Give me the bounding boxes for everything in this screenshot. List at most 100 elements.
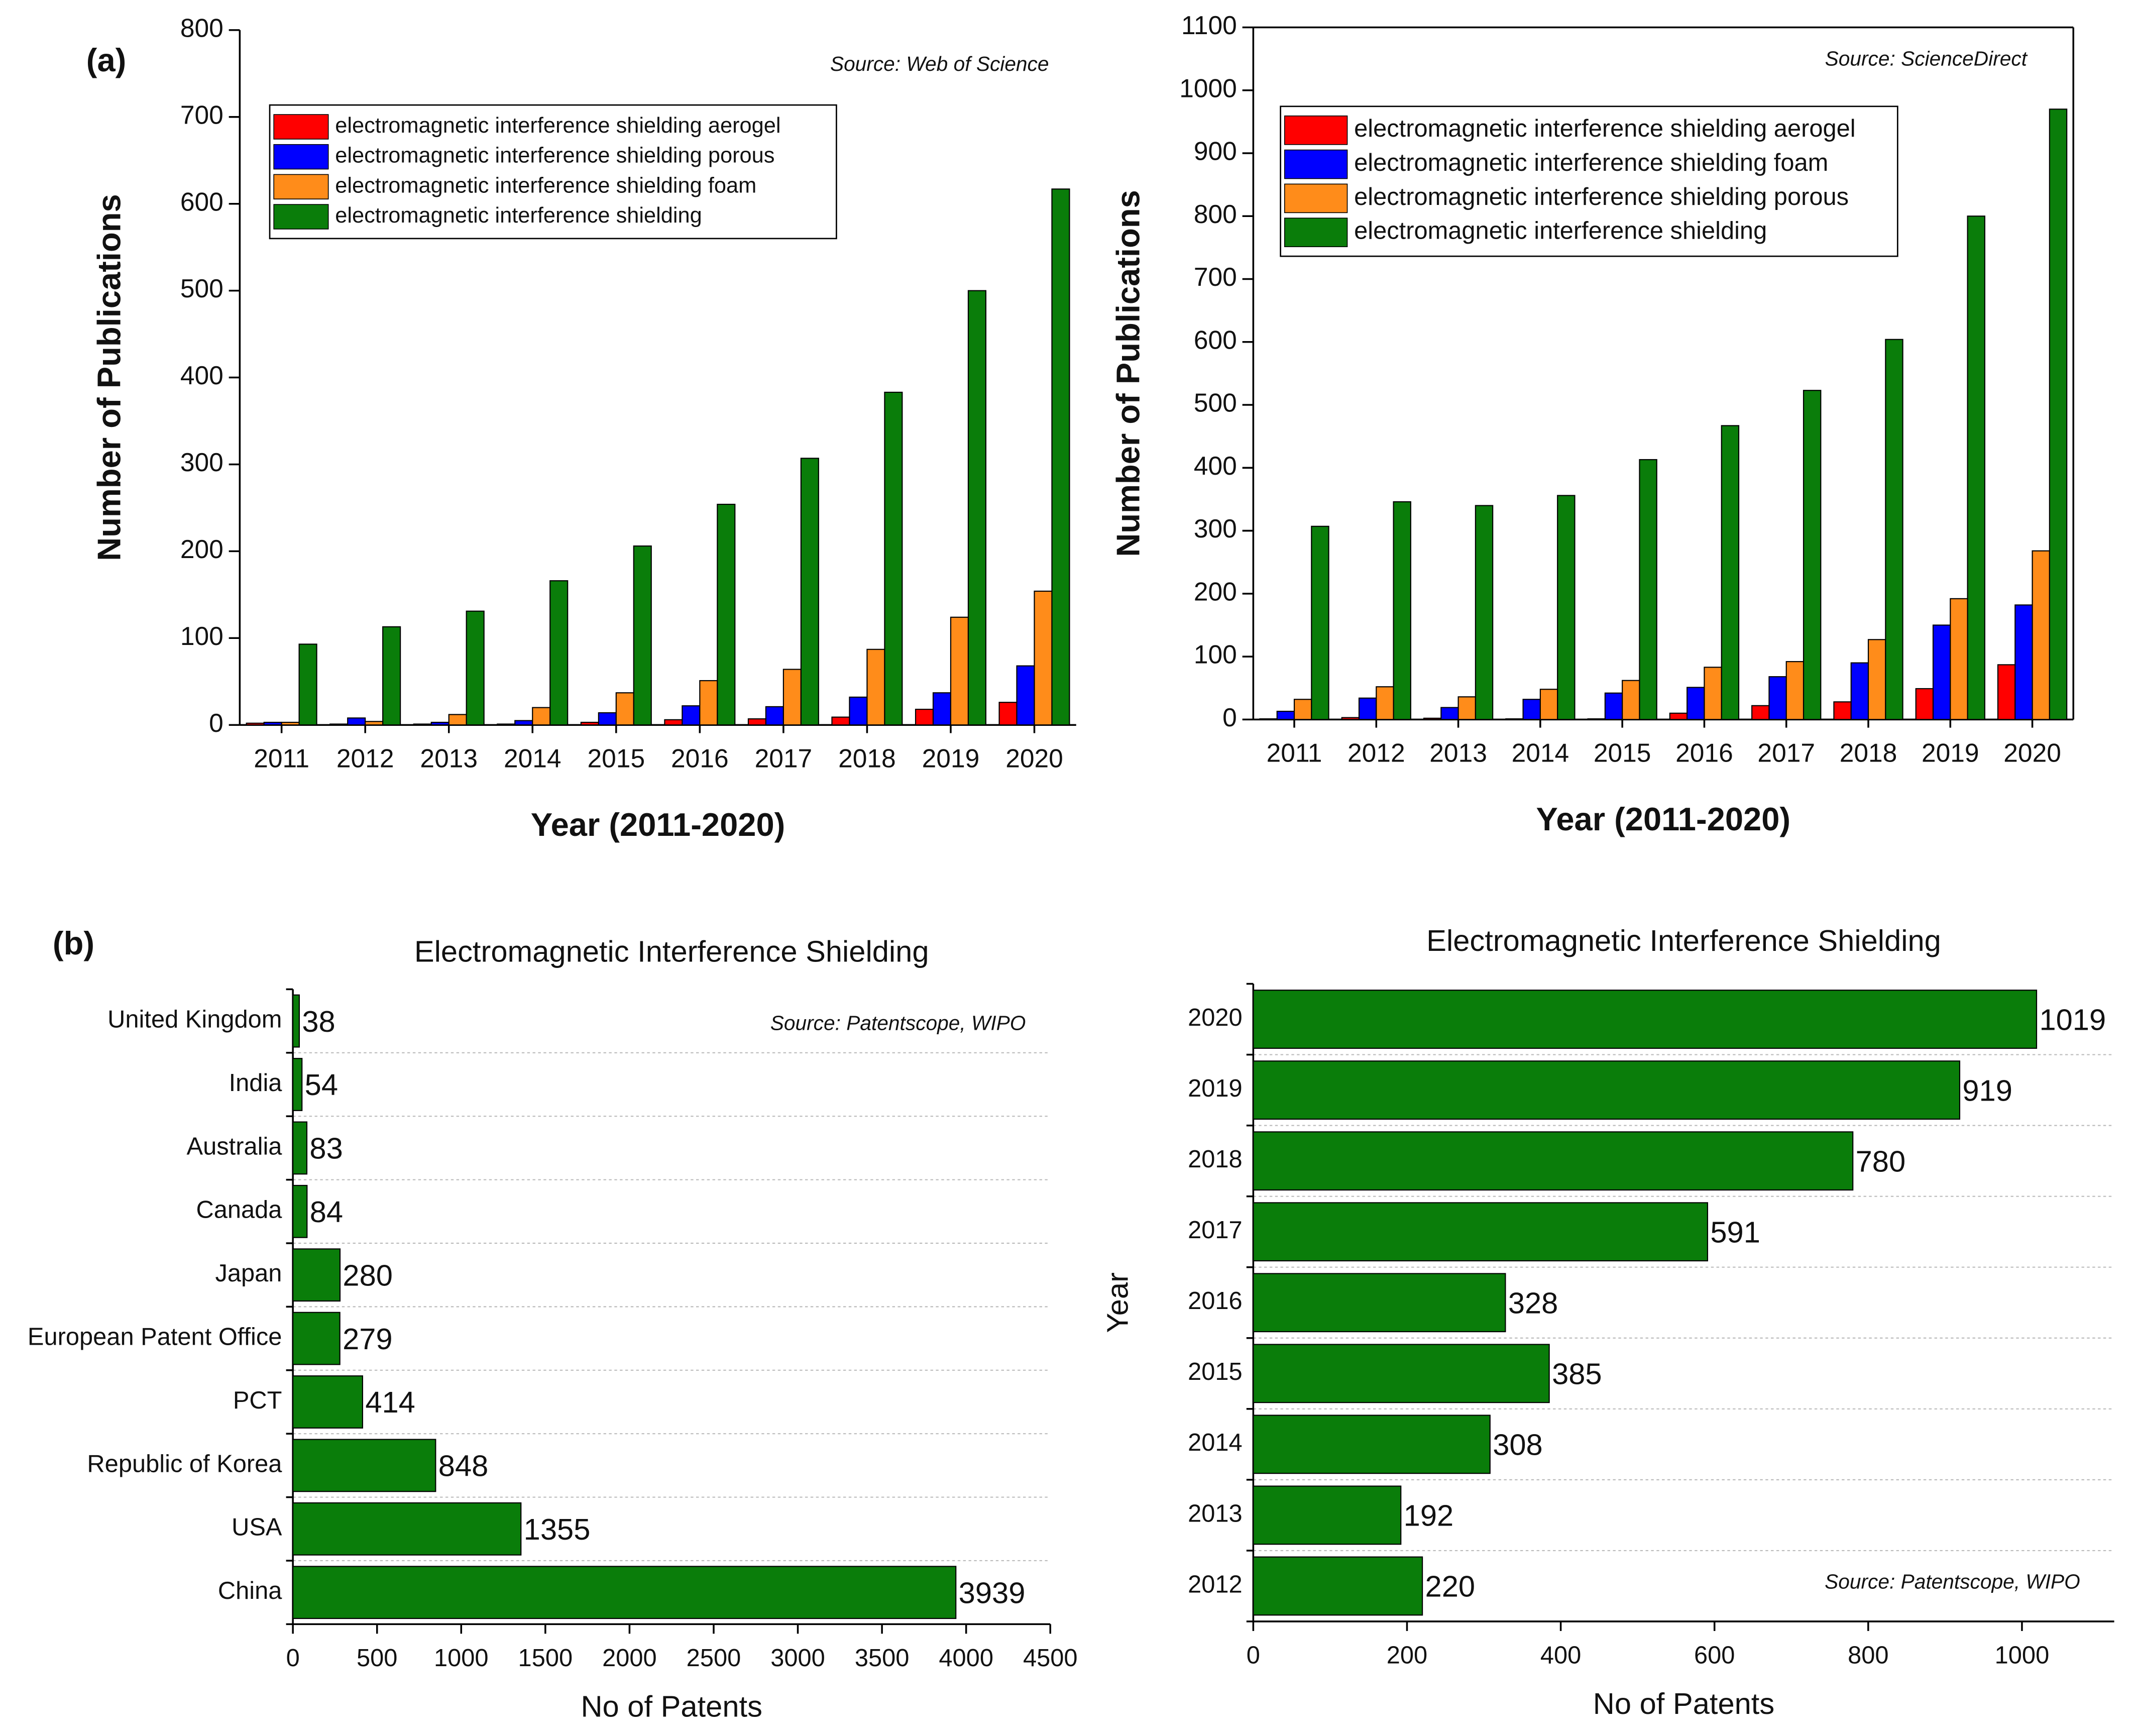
- data-label: 84: [310, 1195, 343, 1229]
- y-tick-label: 0: [1222, 703, 1237, 732]
- x-tick-label: 2012: [336, 743, 394, 773]
- bar: [1253, 1415, 1491, 1474]
- data-label: 919: [1962, 1073, 2012, 1107]
- data-label: 83: [309, 1132, 343, 1165]
- bar: [1915, 688, 1934, 720]
- bar: [1622, 680, 1640, 720]
- y-tick-label: 600: [1194, 325, 1237, 354]
- data-label: 1355: [524, 1512, 591, 1546]
- legend-swatch: [1284, 183, 1348, 213]
- bar: [1803, 390, 1822, 720]
- x-tick-label: 2019: [922, 743, 980, 773]
- bar: [1785, 661, 1805, 720]
- bar: [292, 1058, 303, 1111]
- x-tick-label: 0: [286, 1645, 300, 1672]
- bar: [1376, 686, 1394, 720]
- chart-title: Electromagnetic Interference Shielding: [1426, 924, 1941, 957]
- bar: [448, 714, 467, 726]
- y-tick-label: European Patent Office: [28, 1323, 282, 1350]
- legend-box: [269, 104, 837, 240]
- y-tick-label: India: [229, 1069, 283, 1097]
- x-tick-label: 2018: [838, 743, 896, 773]
- bar: [292, 1502, 522, 1556]
- legend-box: [1280, 105, 1898, 257]
- y-tick-label: 100: [1194, 640, 1237, 669]
- bar: [1475, 505, 1494, 720]
- y-tick-label: 400: [180, 361, 223, 390]
- x-tick-label: 2015: [1594, 738, 1651, 767]
- x-tick-label: 3000: [770, 1645, 825, 1672]
- bar: [1293, 699, 1312, 720]
- data-label: 591: [1710, 1215, 1760, 1249]
- panel-label: (b): [53, 925, 94, 961]
- y-tick-label: Republic of Korea: [87, 1450, 282, 1477]
- data-label: 328: [1508, 1286, 1558, 1320]
- bar: [292, 1184, 308, 1238]
- y-axis-title: Number of Publications: [1109, 190, 1146, 557]
- y-tick-label: 600: [180, 187, 223, 216]
- y-tick-label: 500: [1194, 388, 1237, 417]
- bar: [466, 610, 485, 726]
- data-label: 385: [1552, 1357, 1602, 1390]
- x-tick-label: 2014: [1512, 738, 1569, 767]
- y-tick-label: 500: [180, 274, 223, 303]
- bar: [849, 696, 868, 726]
- bar: [292, 1375, 363, 1429]
- bar: [329, 723, 349, 726]
- y-tick-label: 700: [180, 100, 223, 129]
- y-tick-label: 200: [180, 534, 223, 564]
- y-tick-label: 2018: [1188, 1146, 1243, 1173]
- bar: [430, 721, 449, 726]
- bar: [292, 1121, 308, 1175]
- bar: [682, 705, 701, 726]
- bar: [967, 290, 986, 726]
- legend-label: electromagnetic interference shielding a…: [335, 114, 780, 138]
- x-tick-label: 2017: [755, 743, 813, 773]
- chart-title: Electromagnetic Interference Shielding: [414, 935, 929, 968]
- y-tick-label: 300: [180, 448, 223, 477]
- x-tick-label: 1500: [518, 1645, 573, 1672]
- bar: [1639, 459, 1657, 720]
- x-tick-label: 2019: [1922, 738, 1979, 767]
- bar: [866, 648, 885, 726]
- x-tick-label: 2020: [2003, 738, 2061, 767]
- source-annotation: Source: Patentscope, WIPO: [1825, 1570, 2080, 1593]
- bar: [1253, 1202, 1709, 1262]
- y-tick-label: 100: [180, 621, 223, 650]
- bar: [765, 706, 784, 726]
- data-label: 414: [365, 1385, 415, 1419]
- bar: [1522, 699, 1541, 720]
- bar: [1253, 1060, 1961, 1120]
- bar: [1034, 590, 1053, 726]
- data-label: 1019: [2039, 1003, 2106, 1036]
- bar: [298, 643, 317, 726]
- bar: [292, 994, 300, 1048]
- legend-swatch: [1284, 149, 1348, 179]
- bar: [1440, 707, 1459, 720]
- bar: [615, 692, 634, 726]
- bar: [1751, 705, 1770, 720]
- bar: [2032, 550, 2050, 720]
- bar: [950, 616, 969, 726]
- x-tick-label: 4000: [939, 1645, 993, 1672]
- y-tick-label: 800: [180, 14, 223, 43]
- y-tick-label: 2013: [1188, 1500, 1243, 1527]
- bar: [915, 708, 934, 726]
- legend-swatch: [273, 204, 329, 230]
- data-label: 192: [1404, 1499, 1454, 1533]
- y-tick-label: 2017: [1188, 1217, 1243, 1244]
- bar: [664, 719, 683, 726]
- y-tick-label: 700: [1194, 262, 1237, 291]
- bar: [514, 720, 533, 726]
- x-axis-title: Year (2011-2020): [1536, 801, 1791, 837]
- y-tick-label: 2012: [1188, 1571, 1243, 1598]
- bar: [292, 1248, 341, 1302]
- bar: [1669, 712, 1688, 720]
- x-tick-label: 2015: [588, 743, 645, 773]
- legend-swatch: [1284, 115, 1348, 145]
- data-label: 848: [438, 1449, 489, 1483]
- x-axis-title: No of Patents: [1593, 1687, 1774, 1720]
- y-tick-label: Japan: [215, 1260, 282, 1287]
